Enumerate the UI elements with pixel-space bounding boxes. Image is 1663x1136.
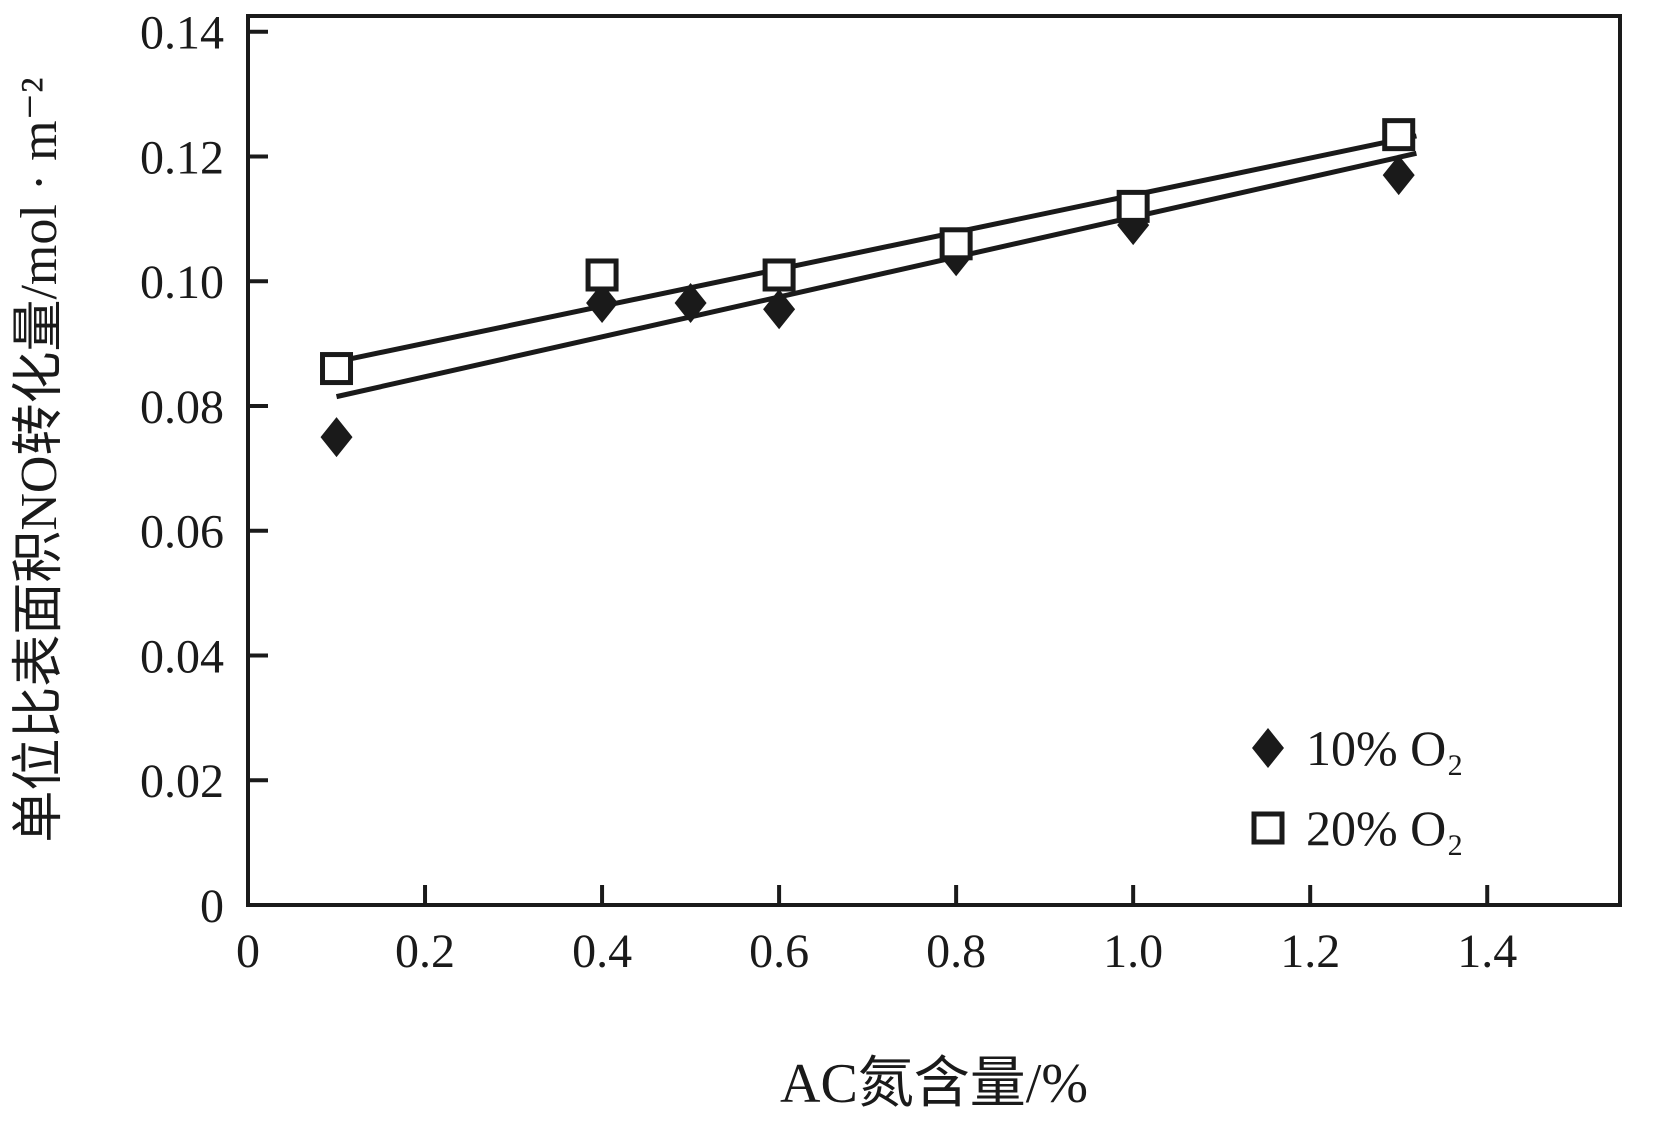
y-tick-label: 0.02 xyxy=(140,755,224,808)
data-point-diamond xyxy=(763,289,796,330)
data-point-square xyxy=(320,352,354,386)
x-tick-label: 1.2 xyxy=(1280,925,1340,978)
data-point-square xyxy=(1116,189,1150,223)
data-point-diamond xyxy=(674,283,707,324)
filled-diamond-icon xyxy=(1252,728,1284,768)
legend: 10% O₂ 20% O₂ xyxy=(1251,720,1464,856)
legend-item: 10% O₂ xyxy=(1252,720,1464,776)
x-tick-label: 0.6 xyxy=(749,925,809,978)
y-axis-label: 单位比表面积NO转化量/mol · m⁻² xyxy=(11,77,68,842)
x-tick-label: 0 xyxy=(236,925,260,978)
fit-line xyxy=(327,133,1417,367)
y-tick-label: 0.06 xyxy=(140,506,224,559)
x-axis-label: AC氮含量/% xyxy=(780,1053,1088,1115)
legend-label: 20% O₂ xyxy=(1306,800,1464,856)
x-tick-label: 0.2 xyxy=(395,925,455,978)
y-tick-label: 0.08 xyxy=(140,381,224,434)
legend-item: 20% O₂ xyxy=(1251,800,1464,856)
plot-border xyxy=(246,14,1622,907)
legend-label: 10% O₂ xyxy=(1306,720,1464,776)
fit-line xyxy=(335,150,1417,400)
data-point-square xyxy=(762,258,796,292)
data-point-diamond xyxy=(320,417,353,458)
data-point-square xyxy=(939,227,973,261)
y-tick-label: 0.04 xyxy=(140,630,224,683)
x-tick-label: 1.4 xyxy=(1457,925,1517,978)
x-tick-label: 0.4 xyxy=(572,925,632,978)
data-point-square xyxy=(1382,118,1416,152)
y-tick-label: 0 xyxy=(200,880,224,933)
axes-layer: 0 0.2 0.4 0.6 0.8 1.0 1.2 1.4 0 0.02 0.04 0.06 0.08 0… xyxy=(140,7,1622,978)
open-square-icon xyxy=(1251,811,1285,845)
x-tick-label: 1.0 xyxy=(1103,925,1163,978)
data-point-square xyxy=(585,258,619,292)
data-point-diamond xyxy=(1382,155,1415,196)
data-point-diamond xyxy=(586,283,619,324)
series-layer xyxy=(320,118,1417,458)
y-tick-label: 0.10 xyxy=(140,256,224,309)
y-tick-label: 0.14 xyxy=(140,7,224,60)
y-tick-label: 0.12 xyxy=(140,131,224,184)
x-tick-label: 0.8 xyxy=(926,925,986,978)
